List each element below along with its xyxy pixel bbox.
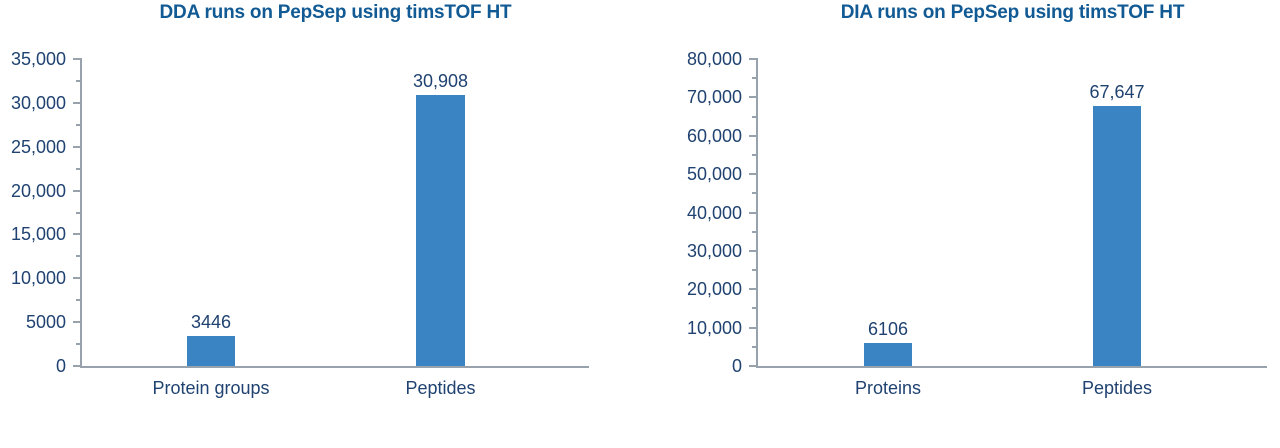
y-tick-label: 60,000 (686, 125, 742, 146)
y-minor-tick (752, 307, 756, 310)
bar-peptides (1093, 106, 1141, 366)
y-minor-tick (752, 345, 756, 348)
bar-value-label: 67,647 (1089, 82, 1145, 102)
y-major-tick (749, 96, 756, 99)
y-tick-label: 30,000 (10, 92, 66, 113)
y-tick-label: 10,000 (10, 268, 66, 289)
y-tick-label: 50,000 (686, 164, 742, 185)
y-major-tick (73, 365, 80, 367)
y-major-tick (73, 145, 80, 148)
y-tick-label: 80,000 (686, 49, 742, 69)
bar-value-label: 6106 (867, 319, 909, 339)
y-minor-tick (76, 211, 80, 214)
bar-peptides (416, 95, 465, 366)
y-tick-label: 20,000 (10, 180, 66, 201)
y-major-tick (749, 365, 756, 367)
y-tick-label: 15,000 (10, 224, 66, 245)
y-major-tick (73, 233, 80, 236)
x-category-label: Peptides (405, 378, 476, 398)
x-category-label: Protein groups (152, 378, 270, 398)
bar-value-label: 3446 (190, 312, 232, 332)
y-minor-tick (752, 153, 756, 156)
y-minor-tick (752, 230, 756, 233)
y-tick-label: 20,000 (686, 279, 742, 300)
y-minor-tick (752, 192, 756, 195)
y-major-tick (749, 134, 756, 137)
y-minor-tick (752, 269, 756, 272)
y-major-tick (749, 249, 756, 252)
y-tick-label: 30,000 (686, 240, 742, 261)
chart-title-dia: DIA runs on PepSep using timsTOF HT (840, 2, 1185, 23)
x-axis-line (80, 366, 589, 368)
y-axis-line (80, 58, 82, 368)
y-tick-label: 5000 (25, 312, 66, 333)
y-tick-label: 0 (731, 356, 742, 376)
y-minor-tick (76, 255, 80, 258)
y-tick-label: 40,000 (686, 202, 742, 223)
chart-title-dda: DDA runs on PepSep using timsTOF HT (159, 2, 512, 23)
y-major-tick (749, 326, 756, 329)
y-major-tick (749, 211, 756, 214)
y-tick-label: 35,000 (10, 49, 66, 69)
y-major-tick (73, 101, 80, 104)
y-minor-tick (76, 299, 80, 302)
y-minor-tick (76, 167, 80, 170)
y-major-tick (73, 321, 80, 324)
y-minor-tick (752, 115, 756, 118)
y-minor-tick (76, 79, 80, 82)
y-major-tick (73, 58, 80, 60)
x-category-label: Proteins (854, 378, 922, 398)
y-tick-label: 70,000 (686, 87, 742, 108)
y-minor-tick (752, 77, 756, 80)
y-axis-line (756, 58, 758, 368)
y-tick-label: 10,000 (686, 317, 742, 338)
x-category-label: Peptides (1081, 378, 1153, 398)
y-major-tick (749, 288, 756, 291)
bar-proteins (864, 343, 912, 366)
y-minor-tick (76, 123, 80, 126)
bar-value-label: 30,908 (412, 71, 469, 91)
y-tick-label: 25,000 (10, 136, 66, 157)
bar-protein-groups (187, 336, 235, 366)
x-axis-line (756, 366, 1267, 368)
y-major-tick (749, 173, 756, 176)
y-minor-tick (76, 343, 80, 346)
y-major-tick (749, 58, 756, 60)
y-major-tick (73, 277, 80, 280)
y-major-tick (73, 189, 80, 192)
y-tick-label: 0 (55, 356, 66, 376)
